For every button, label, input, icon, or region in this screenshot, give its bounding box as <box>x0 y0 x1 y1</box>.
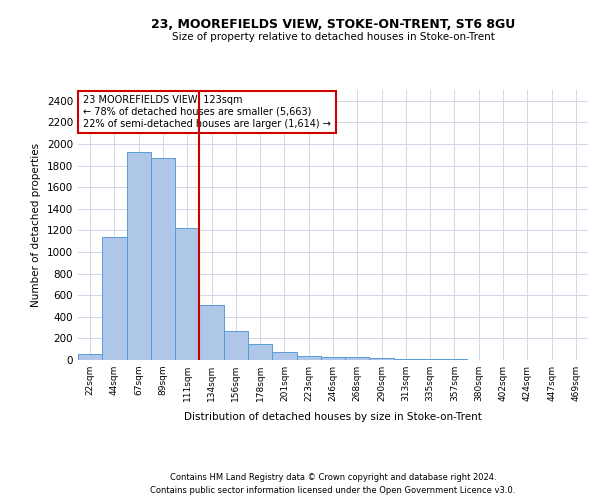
Bar <box>224 332 248 360</box>
Text: Distribution of detached houses by size in Stoke-on-Trent: Distribution of detached houses by size … <box>184 412 482 422</box>
Bar <box>78 354 102 360</box>
Y-axis label: Number of detached properties: Number of detached properties <box>31 143 41 307</box>
Bar <box>151 158 175 360</box>
Bar <box>248 344 272 360</box>
Bar <box>272 352 296 360</box>
Bar <box>102 237 127 360</box>
Bar <box>345 357 370 360</box>
Bar <box>199 305 224 360</box>
Bar <box>127 152 151 360</box>
Text: 23, MOOREFIELDS VIEW, STOKE-ON-TRENT, ST6 8GU: 23, MOOREFIELDS VIEW, STOKE-ON-TRENT, ST… <box>151 18 515 30</box>
Bar <box>296 356 321 360</box>
Bar <box>418 359 442 360</box>
Bar <box>321 357 345 360</box>
Text: 23 MOOREFIELDS VIEW: 123sqm
← 78% of detached houses are smaller (5,663)
22% of : 23 MOOREFIELDS VIEW: 123sqm ← 78% of det… <box>83 96 331 128</box>
Bar <box>370 358 394 360</box>
Text: Contains HM Land Registry data © Crown copyright and database right 2024.: Contains HM Land Registry data © Crown c… <box>170 472 496 482</box>
Text: Size of property relative to detached houses in Stoke-on-Trent: Size of property relative to detached ho… <box>172 32 494 42</box>
Bar <box>175 228 199 360</box>
Text: Contains public sector information licensed under the Open Government Licence v3: Contains public sector information licen… <box>151 486 515 495</box>
